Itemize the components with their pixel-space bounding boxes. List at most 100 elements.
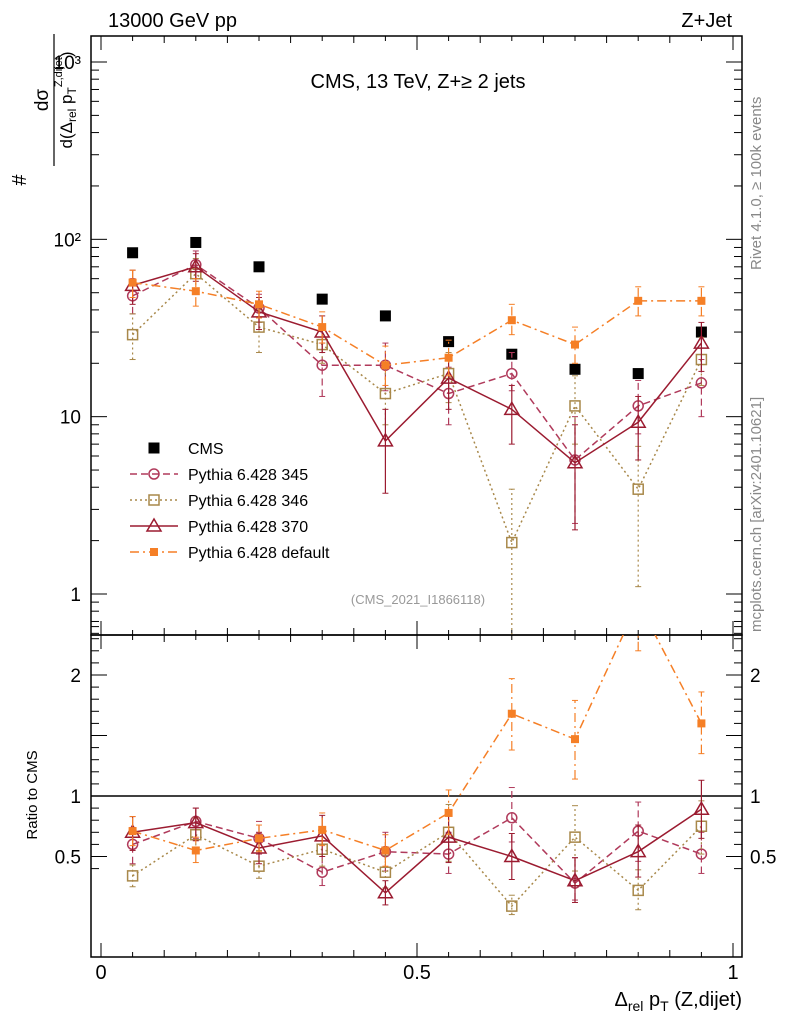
series-pdef <box>128 269 706 386</box>
series-line <box>132 825 702 908</box>
x-axis-title: Δrel pT (Z,dijet) <box>614 989 742 1014</box>
series-p370 <box>124 779 710 906</box>
legend-label: Pythia 6.428 346 <box>188 493 308 510</box>
data-point <box>507 709 516 718</box>
ratio-y-tick-label-right: 0.5 <box>750 848 776 869</box>
y-tick-label: 10² <box>54 230 81 251</box>
series-line <box>132 635 703 852</box>
data-point <box>506 536 518 549</box>
series-p346 <box>126 800 708 916</box>
watermark: (CMS_2021_I1866118) <box>351 592 485 607</box>
data-point <box>379 387 392 400</box>
series-line <box>132 816 702 885</box>
data-point <box>377 884 394 899</box>
data-point <box>634 598 642 606</box>
data-point <box>318 825 327 834</box>
y-tick-label: 1 <box>70 585 81 606</box>
data-point <box>503 400 521 416</box>
data-point <box>634 296 643 305</box>
ratio-panel: 0 0.5 1 0.5 0.5 1 1 2 2 <box>55 598 776 984</box>
data-point <box>506 812 518 824</box>
data-point <box>444 808 453 817</box>
x-tick-label: 1 <box>727 962 738 984</box>
main-panel: 1 10 10² 10³ <box>54 35 743 636</box>
main-y-axis-title: # dσ d(Δrel pTZ,dijet) <box>9 34 79 186</box>
data-point <box>506 900 518 912</box>
data-point <box>695 377 708 389</box>
legend-marker <box>148 468 160 480</box>
data-point <box>632 884 644 897</box>
svg-text:dσ: dσ <box>32 89 53 112</box>
data-point <box>693 800 710 816</box>
data-point <box>187 258 205 273</box>
data-point <box>255 834 263 843</box>
data-point <box>191 846 200 855</box>
series-line <box>132 272 703 545</box>
legend-label: CMS <box>188 441 224 458</box>
data-point <box>255 300 263 309</box>
legend-item-CMS: CMS <box>148 441 224 458</box>
ratio-y-label: Ratio to CMS <box>24 750 41 839</box>
x-tick-label: 0.5 <box>403 962 431 984</box>
x-tick-label: 0 <box>95 962 106 984</box>
data-point <box>190 236 202 248</box>
data-point <box>632 368 644 380</box>
ratio-y-tick-label: 2 <box>70 666 81 687</box>
main-title: CMS, 13 TeV, Z+≥ 2 jets <box>311 71 526 93</box>
data-point <box>126 870 139 882</box>
legend-marker <box>145 517 163 532</box>
data-point <box>379 310 391 322</box>
y-tick-label: 10³ <box>54 53 81 74</box>
legend: CMS Pythia 6.428 345 Pythia 6.428 346 Pythi… <box>130 441 330 562</box>
legend-label: Pythia 6.428 370 <box>188 519 308 536</box>
data-point <box>443 336 455 348</box>
series-pdef <box>128 598 706 867</box>
data-point <box>191 287 200 296</box>
data-point <box>697 296 706 305</box>
data-point <box>444 353 453 362</box>
data-point <box>250 839 268 854</box>
header-right: Z+Jet <box>681 10 732 32</box>
data-point <box>566 872 584 887</box>
series-line <box>132 263 702 462</box>
data-point <box>571 735 579 744</box>
legend-item-p370: Pythia 6.428 370 <box>130 517 308 536</box>
data-point <box>126 328 139 341</box>
data-point <box>629 413 647 429</box>
ratio-y-tick-label: 0.5 <box>55 848 81 869</box>
legend-item-p346: Pythia 6.428 346 <box>130 493 308 510</box>
data-point <box>128 827 137 836</box>
data-point <box>569 831 581 843</box>
data-point <box>632 483 644 495</box>
data-point <box>379 866 392 878</box>
series-line <box>132 808 702 894</box>
data-point <box>697 719 706 728</box>
legend-marker <box>148 442 160 454</box>
data-point <box>440 828 457 843</box>
data-point <box>571 340 579 349</box>
data-point <box>381 846 390 855</box>
legend-marker <box>150 548 158 556</box>
legend-item-p345: Pythia 6.428 345 <box>130 467 308 484</box>
data-point <box>569 400 581 412</box>
data-point <box>569 363 581 375</box>
rivet-label: Rivet 4.1.0, ≥ 100k events <box>748 97 765 270</box>
legend-label: Pythia 6.428 345 <box>188 467 308 484</box>
data-point <box>253 261 265 273</box>
plot-area <box>124 598 710 916</box>
series-p370 <box>124 253 710 531</box>
data-point <box>506 367 518 380</box>
data-point <box>507 316 516 325</box>
legend-item-pdef: Pythia 6.428 default <box>130 545 330 562</box>
data-point <box>381 361 390 370</box>
data-point <box>377 432 394 447</box>
series-CMS <box>127 236 707 380</box>
ratio-y-tick-label: 1 <box>70 787 81 808</box>
ratio-y-tick-label-right: 1 <box>750 787 761 808</box>
data-point <box>187 814 205 829</box>
data-point <box>440 369 457 384</box>
header-left: 13000 GeV pp <box>108 10 237 32</box>
data-point <box>693 334 710 349</box>
series-line <box>132 265 702 464</box>
